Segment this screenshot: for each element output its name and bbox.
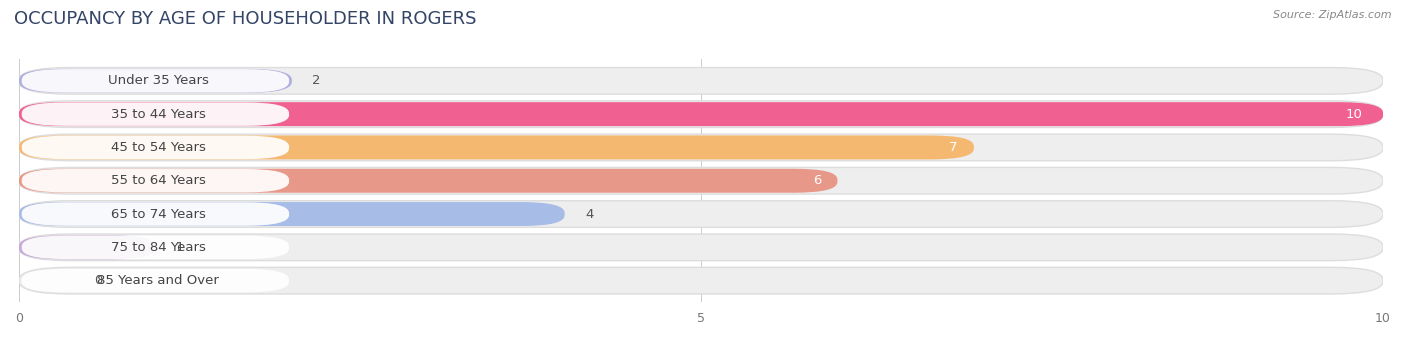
FancyBboxPatch shape	[20, 201, 1384, 227]
FancyBboxPatch shape	[20, 134, 1384, 161]
Text: 10: 10	[1346, 108, 1362, 121]
FancyBboxPatch shape	[20, 101, 1384, 128]
Text: 7: 7	[949, 141, 957, 154]
Text: 6: 6	[813, 174, 821, 187]
FancyBboxPatch shape	[21, 69, 290, 92]
Text: 85 Years and Over: 85 Years and Over	[97, 274, 219, 287]
Text: 4: 4	[585, 207, 593, 221]
Text: 1: 1	[176, 241, 184, 254]
Text: 2: 2	[312, 74, 321, 87]
FancyBboxPatch shape	[20, 234, 1384, 261]
Text: 75 to 84 Years: 75 to 84 Years	[111, 241, 205, 254]
FancyBboxPatch shape	[20, 68, 1384, 94]
Text: 65 to 74 Years: 65 to 74 Years	[111, 207, 205, 221]
FancyBboxPatch shape	[20, 102, 1384, 126]
Text: 55 to 64 Years: 55 to 64 Years	[111, 174, 205, 187]
FancyBboxPatch shape	[21, 136, 290, 159]
FancyBboxPatch shape	[21, 269, 290, 292]
FancyBboxPatch shape	[20, 169, 838, 193]
Text: OCCUPANCY BY AGE OF HOUSEHOLDER IN ROGERS: OCCUPANCY BY AGE OF HOUSEHOLDER IN ROGER…	[14, 10, 477, 28]
FancyBboxPatch shape	[21, 169, 290, 192]
Text: 45 to 54 Years: 45 to 54 Years	[111, 141, 205, 154]
Text: 35 to 44 Years: 35 to 44 Years	[111, 108, 205, 121]
Text: 0: 0	[94, 274, 103, 287]
Text: Source: ZipAtlas.com: Source: ZipAtlas.com	[1274, 10, 1392, 20]
FancyBboxPatch shape	[20, 202, 565, 226]
FancyBboxPatch shape	[20, 167, 1384, 194]
Text: Under 35 Years: Under 35 Years	[108, 74, 208, 87]
FancyBboxPatch shape	[20, 69, 292, 93]
FancyBboxPatch shape	[21, 236, 290, 259]
FancyBboxPatch shape	[20, 235, 156, 259]
FancyBboxPatch shape	[21, 202, 290, 226]
FancyBboxPatch shape	[20, 267, 1384, 294]
FancyBboxPatch shape	[21, 102, 290, 126]
FancyBboxPatch shape	[20, 135, 974, 159]
